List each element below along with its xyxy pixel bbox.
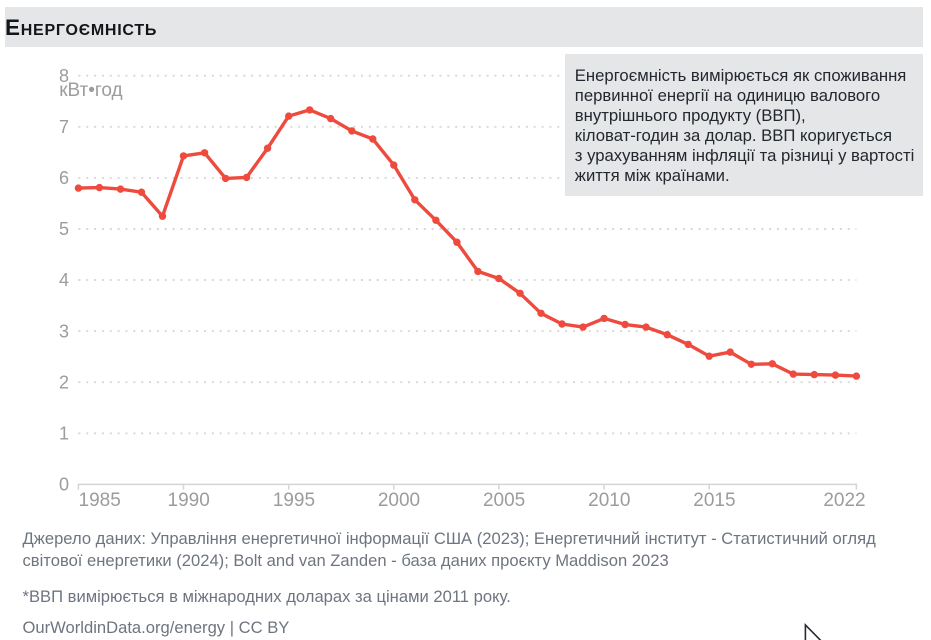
svg-text:2010: 2010 [588,490,630,511]
svg-text:1: 1 [59,424,69,444]
svg-text:2000: 2000 [378,490,420,511]
svg-text:2022: 2022 [823,490,865,511]
svg-text:7: 7 [59,117,69,137]
svg-text:2015: 2015 [693,490,735,511]
svg-text:0: 0 [59,475,69,495]
svg-text:1985: 1985 [79,490,121,511]
svg-text:6: 6 [59,168,69,188]
svg-text:кВт•год: кВт•год [59,80,122,101]
svg-text:2: 2 [59,372,69,392]
svg-text:8: 8 [59,66,69,86]
svg-text:1990: 1990 [168,490,210,511]
svg-text:3: 3 [59,321,69,341]
svg-text:2005: 2005 [483,490,525,511]
svg-text:4: 4 [59,270,69,290]
svg-text:1995: 1995 [273,490,315,511]
svg-text:5: 5 [59,219,69,239]
